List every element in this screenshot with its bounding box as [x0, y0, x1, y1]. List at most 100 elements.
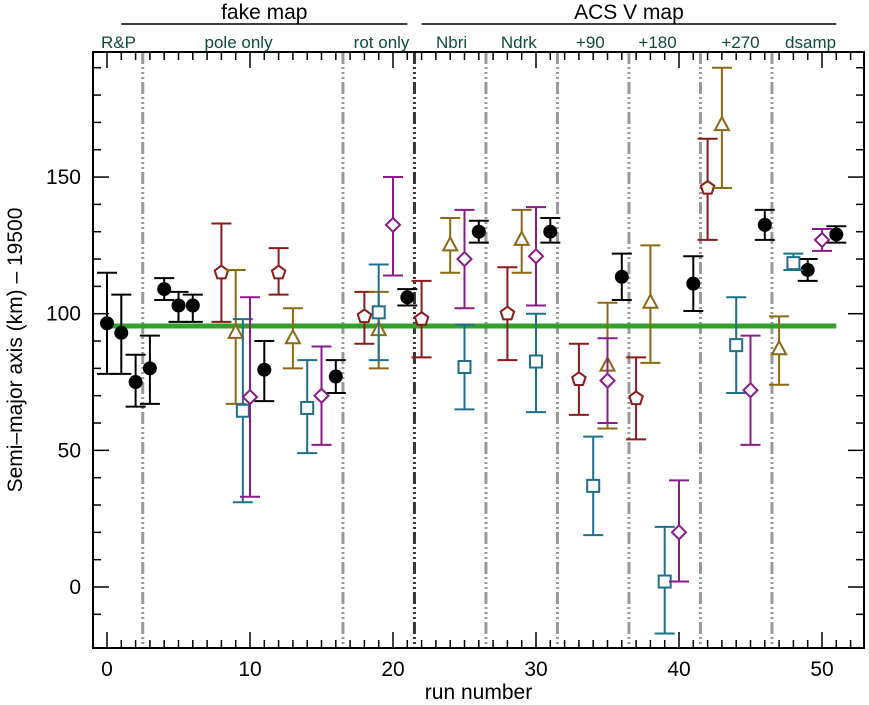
marker-square [729, 338, 744, 353]
data-point [383, 176, 403, 277]
marker-triangle [770, 339, 788, 356]
marker-circle [257, 362, 272, 377]
data-point [797, 258, 818, 282]
series-gold-triangles [225, 66, 790, 430]
marker-circle [829, 227, 844, 242]
data-point [368, 263, 389, 362]
marker-diamond [742, 381, 759, 399]
data-series [97, 66, 847, 635]
data-point [783, 252, 804, 271]
data-point [526, 206, 546, 307]
x-tick-label: 0 [101, 658, 113, 681]
y-tick-label: 0 [69, 576, 81, 599]
marker-circle [157, 282, 172, 297]
marker-triangle [713, 115, 731, 132]
marker-square [529, 354, 543, 369]
marker-square [235, 403, 250, 418]
series-black-circles [97, 208, 847, 408]
series-red-pentagons [211, 137, 718, 441]
data-point [182, 293, 203, 323]
data-point [211, 222, 232, 323]
marker-pentagon [499, 305, 516, 321]
plot-frame [92, 51, 865, 649]
data-point [626, 356, 647, 441]
series-purple-diamonds [240, 176, 832, 583]
marker-square [371, 305, 386, 320]
section-label: R&P [101, 33, 136, 52]
marker-diamond [313, 387, 330, 405]
marker-circle [471, 224, 486, 239]
marker-pentagon [356, 308, 373, 324]
data-point [311, 345, 332, 446]
data-point [139, 334, 160, 405]
y-tick-label: 100 [46, 303, 81, 326]
marker-circle [757, 217, 772, 232]
data-point [697, 137, 718, 241]
x-tick-label: 50 [810, 658, 833, 681]
marker-diamond [527, 247, 545, 265]
data-point [711, 66, 732, 189]
section-label: rot only [354, 33, 410, 52]
data-point [740, 334, 761, 446]
data-point [611, 252, 632, 302]
marker-pentagon [270, 264, 287, 280]
marker-pentagon [571, 371, 587, 386]
group-headers: fake map ACS V map R&P pole only rot only Nbr… [101, 1, 837, 52]
marker-diamond [384, 216, 402, 234]
x-tick-label: 20 [381, 658, 404, 681]
marker-pentagon [413, 310, 430, 326]
data-point [397, 288, 418, 307]
section-label: dsamp [785, 33, 836, 52]
marker-diamond [670, 523, 688, 541]
marker-circle [400, 290, 415, 305]
y-tick-label: 150 [46, 166, 81, 189]
marker-square [457, 359, 472, 374]
data-point [111, 293, 132, 375]
data-point [683, 255, 704, 312]
marker-pentagon [628, 390, 644, 406]
data-point [454, 323, 475, 411]
marker-pentagon [699, 179, 716, 195]
y-tick-label: 50 [58, 439, 81, 462]
data-point [154, 277, 175, 302]
section-label: Ndrk [501, 33, 537, 52]
x-tick-label: 10 [238, 658, 261, 681]
marker-circle [614, 269, 629, 284]
data-point [354, 290, 375, 345]
marker-circle [114, 325, 129, 340]
data-point [568, 342, 589, 416]
data-point [640, 244, 661, 364]
data-point [454, 208, 475, 310]
group-header-label: fake map [221, 1, 307, 24]
data-point [497, 266, 518, 362]
x-tick-label: 30 [524, 658, 547, 681]
data-point [411, 279, 432, 359]
marker-diamond [813, 231, 831, 249]
data-point [511, 208, 532, 274]
marker-square [786, 256, 801, 271]
section-label: pole only [205, 33, 274, 52]
marker-triangle [227, 322, 245, 339]
data-point [769, 315, 790, 386]
data-point [97, 271, 117, 375]
data-point [282, 307, 303, 370]
data-point [754, 208, 775, 241]
marker-diamond [599, 372, 616, 390]
marker-triangle [284, 328, 302, 345]
marker-pentagon [213, 264, 230, 280]
data-point [669, 479, 689, 583]
section-dividers [141, 52, 774, 648]
x-axis-title: run number [425, 681, 532, 704]
section-label: +90 [576, 33, 605, 52]
data-point [654, 525, 675, 635]
marker-square [657, 574, 672, 589]
data-point [254, 340, 275, 403]
marker-circle [328, 369, 343, 384]
data-point [468, 219, 489, 244]
data-point [826, 225, 847, 244]
data-point [297, 359, 318, 455]
data-point [268, 247, 289, 296]
data-point [325, 359, 346, 394]
marker-triangle [513, 229, 531, 246]
